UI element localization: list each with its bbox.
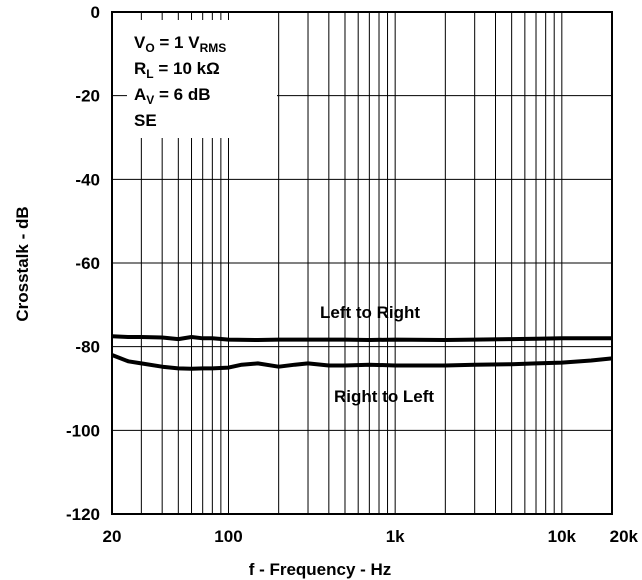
condition-line: SE	[134, 111, 157, 130]
y-tick-label: -20	[75, 87, 100, 106]
x-tick-label: 10k	[548, 527, 577, 546]
condition-line: VO = 1 VRMS	[134, 33, 226, 55]
x-tick-label: 100	[214, 527, 242, 546]
x-tick-label: 1k	[386, 527, 405, 546]
y-axis-title: Crosstalk - dB	[13, 206, 32, 321]
conditions-background	[127, 20, 277, 138]
x-axis-title: f - Frequency - Hz	[249, 560, 392, 579]
condition-line: RL = 10 kΩ	[134, 59, 220, 81]
y-tick-label: 0	[91, 3, 100, 22]
plot-lines	[111, 334, 613, 371]
x-tick-label: 20	[103, 527, 122, 546]
plot-frame	[111, 11, 613, 515]
x-tick-labels: 20 100 1k 10k 20k	[103, 527, 639, 546]
test-conditions: VO = 1 VRMS RL = 10 kΩ AV = 6 dB SE	[134, 33, 226, 130]
y-tick-label: -40	[75, 170, 100, 189]
condition-line: AV = 6 dB	[134, 85, 211, 107]
series-line-right-to-left	[111, 353, 613, 371]
y-tick-label: -100	[66, 421, 100, 440]
y-tick-label: -80	[75, 338, 100, 357]
series-line-left-to-right	[111, 334, 612, 342]
series-label-right-to-left: Right to Left	[334, 387, 434, 406]
y-tick-label: -120	[66, 505, 100, 524]
y-tick-labels: 0 -20 -40 -60 -80 -100 -120	[66, 3, 100, 524]
y-tick-label: -60	[75, 254, 100, 273]
series-label-left-to-right: Left to Right	[320, 303, 420, 322]
x-tick-label: 20k	[610, 527, 639, 546]
